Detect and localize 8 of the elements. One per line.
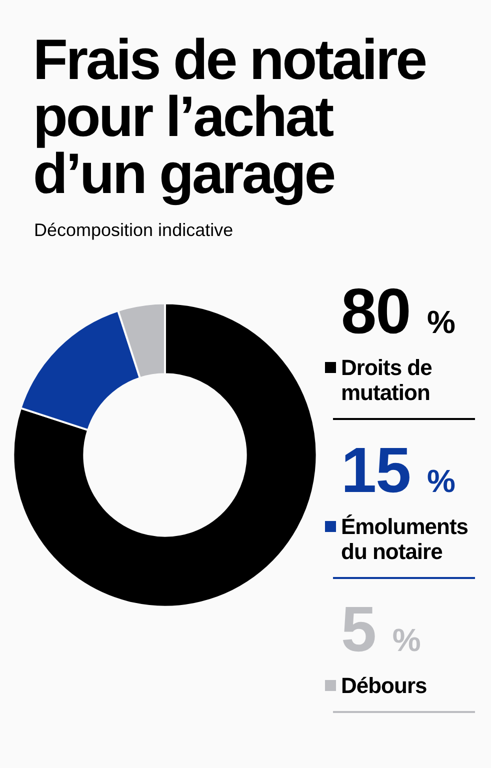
legend-label: Émoluments du notaire [341,514,470,564]
chart-title: Frais de notaire pour l’achat d’un garage [33,28,426,206]
chart-subtitle: Décomposition indicative [34,219,234,241]
data-label: 15 % [341,434,456,506]
legend-label: Droits de mutation [341,355,433,405]
data-label: 80 % [341,275,456,347]
legend-label: Débours [341,673,428,698]
data-label: 5 % [341,593,421,665]
